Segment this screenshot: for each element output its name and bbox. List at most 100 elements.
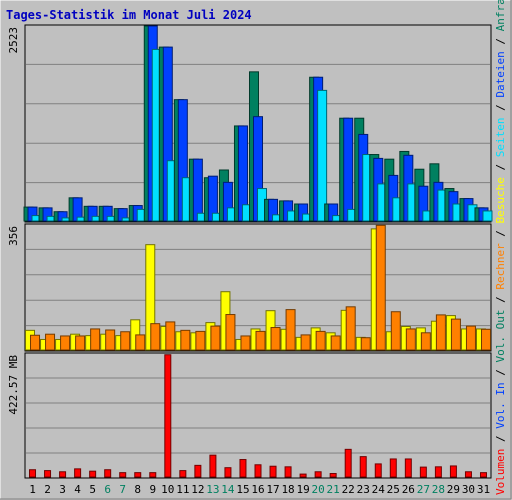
bar-rechner-day-undefined [390,311,401,351]
panel-1-max-label: 2523 [7,27,20,54]
day-label-10: 10 [161,483,174,496]
bar-rechner-day-undefined [105,329,116,351]
bar-rechner-day-undefined [270,327,281,351]
bar-volumen-day-undefined [44,470,52,478]
bar-dateien-day-12 [192,158,203,222]
bar-volumen-day-undefined [74,468,82,478]
panel-3-max-label: 422.57 MB [7,355,20,415]
day-label-4: 4 [74,483,81,496]
bar-volumen-day-undefined [209,454,217,478]
bar-volumen-day-undefined [419,466,427,478]
day-label-22: 22 [342,483,355,496]
bar-volumen-day-undefined [164,354,172,478]
day-label-30: 30 [462,483,475,496]
legend-part-13: / [494,31,507,51]
legend-part-4: Vol. Out [494,310,507,363]
legend-part-9: / [494,157,507,177]
bar-volumen-day-undefined [464,471,472,478]
bar-rechner-day-undefined [330,335,341,351]
bar-seiten-day-31 [482,210,493,222]
day-label-14: 14 [221,483,235,496]
bar-volumen-day-undefined [224,467,232,478]
bar-rechner-day-undefined [435,314,446,351]
legend-part-11: / [494,98,507,118]
bar-volumen-day-undefined [104,469,112,478]
right-legend: Volumen / Vol. In / Vol. Out / Rechner /… [494,0,507,495]
day-label-15: 15 [236,483,249,496]
bar-rechner-day-undefined [135,334,146,351]
day-label-5: 5 [89,483,96,496]
day-label-27: 27 [417,483,430,496]
bar-rechner-day-undefined [225,314,236,351]
day-label-6: 6 [104,483,111,496]
bar-volumen-day-undefined [449,465,457,478]
bar-volumen-day-undefined [269,465,277,478]
day-label-23: 23 [357,483,370,496]
day-label-9: 9 [149,483,156,496]
bar-rechner-day-undefined [240,335,251,351]
bar-rechner-day-undefined [60,335,71,351]
bar-rechner-day-undefined [285,309,296,351]
bar-volumen-day-undefined [299,473,307,478]
day-label-11: 11 [176,483,189,496]
bar-volumen-day-undefined [134,472,142,478]
legend-part-12: Dateien [494,51,507,97]
bar-volumen-day-undefined [389,458,397,478]
day-label-24: 24 [372,483,386,496]
legend-part-5: / [494,290,507,310]
bar-rechner-day-undefined [255,330,266,351]
day-label-12: 12 [191,483,204,496]
bar-rechner-day-undefined [405,328,416,351]
legend-part-6: Rechner [494,243,507,290]
day-label-19: 19 [296,483,309,496]
bar-volumen-day-undefined [119,472,127,478]
bar-volumen-day-undefined [179,470,187,478]
legend-part-0: Volumen [494,449,507,495]
bar-volumen-day-undefined [89,470,97,478]
bar-rechner-day-undefined [420,332,431,351]
bar-rechner-day-undefined [465,325,476,351]
legend-part-8: Besuche [494,177,507,223]
legend-part-10: Seiten [494,117,507,157]
panel-2-max-label: 356 [7,226,20,246]
bar-volumen-day-undefined [344,448,352,478]
bar-rechner-day-undefined [375,224,386,351]
bar-rechner-day-undefined [315,330,326,351]
bar-rechner-day-undefined [450,318,461,351]
legend-part-7: / [494,223,507,243]
bar-dateien-day-22 [343,117,354,222]
chart-title: Tages-Statistik im Monat Juli 2024 [6,8,252,22]
bar-rechner-day-undefined [480,328,491,351]
bar-volumen-day-undefined [329,473,337,478]
day-label-8: 8 [134,483,141,496]
bar-rechner-day-undefined [180,329,191,351]
bar-rechner-day-undefined [150,323,161,351]
bar-seiten-day-20 [317,89,328,222]
bar-rechner-day-undefined [345,306,356,351]
day-label-25: 25 [387,483,400,496]
day-label-13: 13 [206,483,219,496]
legend-part-1: / [494,429,507,449]
bar-volumen-day-undefined [434,466,442,478]
bar-rechner-day-undefined [120,331,131,351]
bar-volumen-day-undefined [479,472,487,478]
bar-volumen-day-undefined [284,466,292,478]
bar-rechner-day-undefined [45,333,56,351]
bar-volumen-day-undefined [59,471,67,478]
day-label-28: 28 [432,483,445,496]
bar-rechner-day-undefined [210,325,221,351]
day-label-31: 31 [477,483,490,496]
day-label-18: 18 [281,483,294,496]
bar-rechner-day-undefined [90,328,101,351]
bar-rechner-day-undefined [165,321,176,351]
day-label-21: 21 [327,483,340,496]
panel-3-frame [24,352,492,479]
day-label-26: 26 [402,483,415,496]
bar-volumen-day-undefined [29,469,37,478]
bar-volumen-day-undefined [149,472,157,478]
bar-volumen-day-undefined [404,458,412,478]
day-label-7: 7 [119,483,126,496]
legend-part-14: Anfragen [494,0,507,31]
